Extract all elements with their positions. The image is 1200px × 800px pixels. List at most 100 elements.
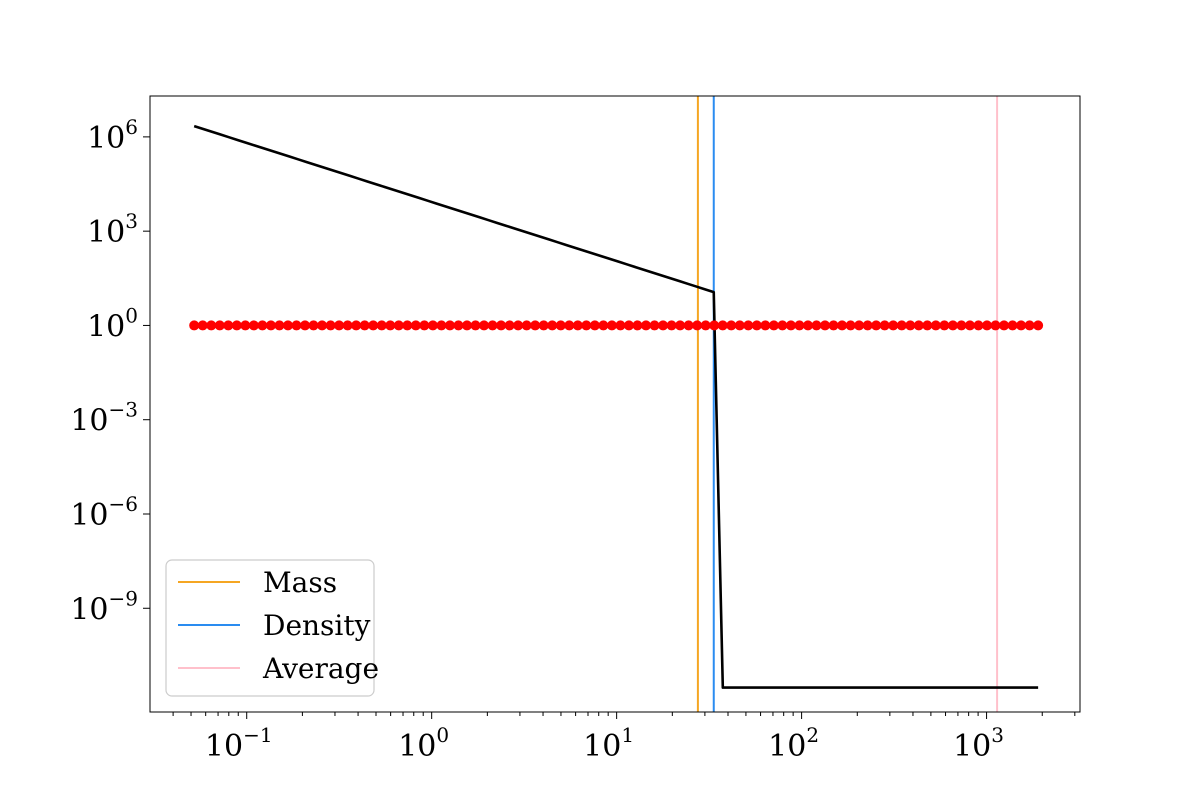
marker-point — [700, 320, 711, 331]
marker-point — [837, 320, 848, 331]
marker-point — [905, 320, 916, 331]
marker-point — [436, 320, 447, 331]
series-line — [193, 124, 1039, 689]
legend-label-density: Density — [263, 609, 371, 642]
marker-point — [325, 320, 336, 331]
y-tick-label: 106 — [87, 115, 138, 156]
marker-point — [939, 320, 950, 331]
marker-point — [248, 320, 259, 331]
legend-label-mass: Mass — [263, 566, 337, 599]
marker-point — [649, 320, 660, 331]
marker-point — [888, 320, 899, 331]
marker-point — [257, 320, 268, 331]
marker-point — [240, 320, 251, 331]
marker-point — [479, 320, 490, 331]
marker-point — [427, 320, 438, 331]
marker-point — [930, 320, 941, 331]
y-tick-label: 10−9 — [70, 586, 138, 627]
marker-point — [334, 320, 345, 331]
marker-point — [547, 320, 558, 331]
marker-point — [802, 320, 813, 331]
marker-point — [820, 320, 831, 331]
marker-point — [999, 320, 1010, 331]
x-tick-label: 103 — [953, 723, 1004, 764]
marker-point — [291, 320, 302, 331]
marker-point — [623, 320, 634, 331]
marker-point — [513, 320, 524, 331]
marker-point — [956, 320, 967, 331]
marker-point — [675, 320, 686, 331]
legend: Mass Density Average — [165, 559, 379, 697]
marker-point — [274, 320, 285, 331]
marker-point — [1007, 320, 1018, 331]
marker-point — [300, 320, 311, 331]
marker-point — [206, 320, 217, 331]
x-tick-label: 10−1 — [205, 723, 273, 764]
marker-point — [453, 320, 464, 331]
marker-point — [922, 320, 933, 331]
marker-point — [981, 320, 992, 331]
marker-point — [845, 320, 856, 331]
x-tick-label: 100 — [398, 723, 449, 764]
marker-point — [632, 320, 643, 331]
marker-point — [214, 320, 225, 331]
marker-point — [282, 320, 293, 331]
marker-point — [572, 320, 583, 331]
marker-point — [683, 320, 694, 331]
marker-point — [265, 320, 276, 331]
marker-point — [223, 320, 234, 331]
marker-point — [189, 320, 200, 331]
marker-point — [444, 320, 455, 331]
marker-point — [734, 320, 745, 331]
y-tick-label: 100 — [87, 303, 138, 344]
marker-point — [470, 320, 481, 331]
x-tick-label: 102 — [768, 723, 819, 764]
marker-point — [308, 320, 319, 331]
y-tick-label: 103 — [87, 209, 138, 250]
marker-point — [402, 320, 413, 331]
marker-point — [419, 320, 430, 331]
marker-point — [342, 320, 353, 331]
marker-point — [871, 320, 882, 331]
marker-point — [666, 320, 677, 331]
marker-point — [768, 320, 779, 331]
marker-point — [197, 320, 208, 331]
marker-point — [231, 320, 242, 331]
marker-point — [760, 320, 771, 331]
marker-point — [743, 320, 754, 331]
marker-point — [606, 320, 617, 331]
marker-point — [496, 320, 507, 331]
legend-box — [165, 559, 375, 697]
marker-point — [530, 320, 541, 331]
y-tick-label: 10−6 — [70, 492, 138, 533]
marker-point — [1016, 320, 1027, 331]
marker-point — [615, 320, 626, 331]
marker-point — [913, 320, 924, 331]
x-axis: 10−1 100 101 102 103 — [172, 712, 1076, 764]
marker-point — [410, 320, 421, 331]
marker-point — [854, 320, 865, 331]
marker-point — [521, 320, 532, 331]
marker-point — [1024, 320, 1035, 331]
marker-point — [658, 320, 669, 331]
marker-point — [828, 320, 839, 331]
marker-point — [504, 320, 515, 331]
marker-point — [973, 320, 984, 331]
y-axis: 106 103 100 10−3 10−6 10−9 — [70, 115, 150, 627]
marker-point — [487, 320, 498, 331]
marker-point — [598, 320, 609, 331]
marker-point — [777, 320, 788, 331]
marker-point — [726, 320, 737, 331]
marker-point — [640, 320, 651, 331]
marker-point — [589, 320, 600, 331]
legend-label-average: Average — [262, 652, 379, 685]
marker-point — [751, 320, 762, 331]
marker-point — [376, 320, 387, 331]
marker-point — [990, 320, 1001, 331]
x-tick-label: 101 — [583, 723, 634, 764]
series-markers — [189, 320, 1044, 331]
plot-area — [189, 96, 1044, 712]
y-tick-label: 10−3 — [70, 398, 138, 439]
marker-point — [368, 320, 379, 331]
